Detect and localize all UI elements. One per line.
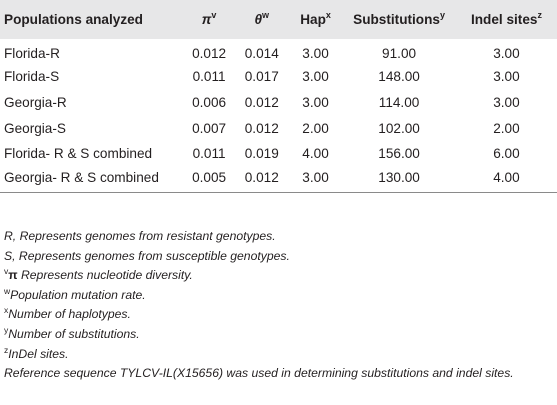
pi-cell: 0.005	[192, 169, 227, 185]
hap-cell: 3.00	[302, 169, 329, 185]
pi-cell: 0.011	[192, 69, 226, 85]
substitutions-cell: 102.00	[378, 120, 420, 136]
table-row: Georgia-R 0.006 0.012 3.00 114.00 3.00	[0, 90, 557, 116]
substitutions-cell: 114.00	[378, 94, 420, 110]
footnote-x: xNumber of haplotypes.	[4, 305, 131, 322]
population-cell: Florida-S	[4, 69, 60, 85]
header-hap: Hapx	[300, 9, 331, 27]
footnote-z: zInDel sites.	[4, 344, 69, 361]
population-cell: Florida- R & S combined	[4, 146, 153, 162]
header-pi: πv	[201, 9, 217, 27]
population-statistics-table: Populations analyzed πv θw Hapx Substitu…	[0, 0, 557, 193]
population-cell: Georgia-S	[4, 120, 66, 136]
theta-cell: 0.012	[244, 94, 279, 110]
population-cell: Georgia-R	[4, 94, 67, 110]
theta-cell: 0.012	[244, 120, 279, 136]
indel-cell: 3.00	[493, 45, 520, 61]
theta-cell: 0.019	[244, 146, 279, 162]
table-row: Florida- R & S combined 0.011 0.019 4.00…	[0, 141, 557, 167]
hap-cell: 3.00	[302, 69, 329, 85]
pi-cell: 0.011	[192, 146, 226, 162]
footnote-r: R, Represents genomes from resistant gen…	[4, 229, 276, 243]
indel-cell: 3.00	[493, 94, 520, 110]
hap-cell: 4.00	[302, 146, 329, 162]
table-footnotes: R, Represents genomes from resistant gen…	[4, 227, 552, 384]
theta-cell: 0.014	[244, 45, 279, 61]
pi-cell: 0.012	[192, 45, 227, 61]
table-row: Florida-S 0.011 0.017 3.00 148.00 3.00	[0, 65, 557, 91]
population-cell: Georgia- R & S combined	[4, 169, 159, 185]
theta-cell: 0.012	[244, 169, 279, 185]
indel-cell: 6.00	[493, 146, 520, 162]
population-cell: Florida-R	[4, 45, 60, 61]
table-row: Georgia-S 0.007 0.012 2.00 102.00 2.00	[0, 116, 557, 142]
table-row: Georgia- R & S combined 0.005 0.012 3.00…	[0, 167, 557, 193]
indel-cell: 2.00	[493, 120, 520, 136]
table-row: Florida-R 0.012 0.014 3.00 91.00 3.00	[0, 39, 557, 65]
header-substitutions: Substitutionsy	[353, 9, 445, 27]
substitutions-cell: 156.00	[378, 146, 420, 162]
header-indel-sites: Indel sitesz	[470, 9, 542, 27]
footnote-w: wPopulation mutation rate.	[4, 285, 146, 302]
table-header-row: Populations analyzed πv θw Hapx Substitu…	[0, 0, 557, 39]
substitutions-cell: 130.00	[378, 169, 420, 185]
hap-cell: 2.00	[302, 120, 329, 136]
hap-cell: 3.00	[302, 45, 329, 61]
indel-cell: 3.00	[493, 69, 520, 85]
footnote-reference: Reference sequence TYLCV-IL(X15656) was …	[4, 366, 514, 381]
header-populations: Populations analyzed	[4, 11, 143, 27]
theta-cell: 0.017	[244, 69, 279, 85]
header-theta: θw	[254, 9, 270, 27]
hap-cell: 3.00	[302, 94, 329, 110]
pi-cell: 0.006	[192, 94, 227, 110]
footnote-v: vπ Represents nucleotide diversity.	[4, 266, 193, 283]
indel-cell: 4.00	[493, 169, 520, 185]
footnote-y: yNumber of substitutions.	[4, 324, 140, 341]
substitutions-cell: 91.00	[382, 45, 417, 61]
footnote-s: S, Represents genomes from susceptible g…	[4, 248, 290, 263]
pi-cell: 0.007	[192, 120, 227, 136]
substitutions-cell: 148.00	[378, 69, 420, 85]
